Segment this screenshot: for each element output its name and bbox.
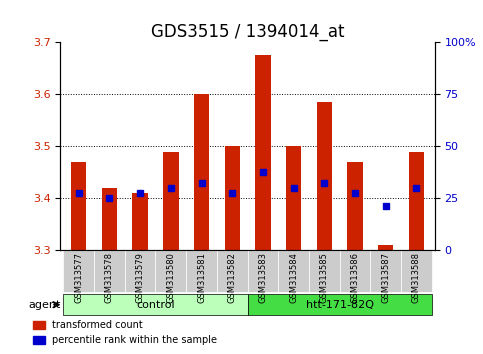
Text: GSM313583: GSM313583	[258, 252, 268, 303]
Text: GSM313585: GSM313585	[320, 252, 329, 303]
FancyBboxPatch shape	[94, 250, 125, 292]
FancyBboxPatch shape	[217, 250, 248, 292]
Bar	[163, 152, 179, 250]
Text: control: control	[136, 300, 175, 310]
FancyBboxPatch shape	[340, 250, 370, 292]
Title: GDS3515 / 1394014_at: GDS3515 / 1394014_at	[151, 23, 344, 41]
Text: GSM313578: GSM313578	[105, 252, 114, 303]
FancyBboxPatch shape	[248, 294, 432, 315]
FancyBboxPatch shape	[186, 250, 217, 292]
FancyBboxPatch shape	[309, 250, 340, 292]
FancyBboxPatch shape	[278, 250, 309, 292]
Text: GSM313584: GSM313584	[289, 252, 298, 303]
Text: GSM313579: GSM313579	[136, 252, 144, 303]
Bar	[255, 56, 270, 250]
FancyBboxPatch shape	[125, 250, 156, 292]
Legend: transformed count, percentile rank within the sample: transformed count, percentile rank withi…	[29, 316, 221, 349]
FancyBboxPatch shape	[63, 294, 248, 315]
Text: GSM313577: GSM313577	[74, 252, 83, 303]
Text: htt-171-82Q: htt-171-82Q	[306, 300, 373, 310]
FancyBboxPatch shape	[248, 250, 278, 292]
Bar	[225, 146, 240, 250]
Text: GSM313580: GSM313580	[166, 252, 175, 303]
Bar	[316, 102, 332, 250]
FancyBboxPatch shape	[63, 250, 94, 292]
Text: agent: agent	[28, 300, 60, 310]
Text: GSM313587: GSM313587	[381, 252, 390, 303]
Bar	[347, 162, 363, 250]
FancyBboxPatch shape	[401, 250, 432, 292]
Text: GSM313588: GSM313588	[412, 252, 421, 303]
Text: GSM313581: GSM313581	[197, 252, 206, 303]
Text: GSM313582: GSM313582	[227, 252, 237, 303]
Bar	[194, 95, 209, 250]
Text: GSM313586: GSM313586	[351, 252, 359, 303]
Bar	[71, 162, 86, 250]
Bar	[409, 152, 424, 250]
Bar	[102, 188, 117, 250]
FancyBboxPatch shape	[370, 250, 401, 292]
Bar	[378, 245, 393, 250]
Bar	[132, 193, 148, 250]
FancyBboxPatch shape	[156, 250, 186, 292]
Bar	[286, 146, 301, 250]
